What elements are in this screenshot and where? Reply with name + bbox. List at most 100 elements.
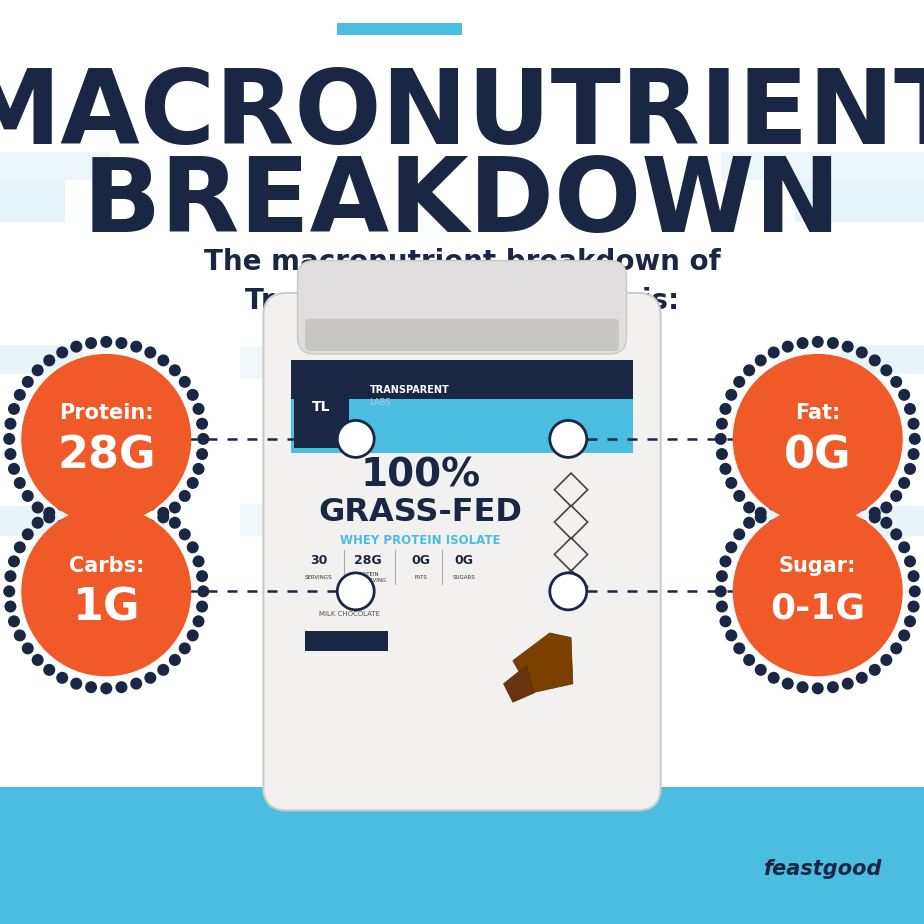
Circle shape [716, 418, 728, 430]
Circle shape [43, 355, 55, 367]
Circle shape [720, 403, 732, 415]
Circle shape [178, 529, 190, 541]
Circle shape [196, 448, 208, 460]
Circle shape [169, 517, 181, 529]
FancyBboxPatch shape [298, 261, 626, 354]
Circle shape [192, 463, 204, 475]
Circle shape [768, 346, 780, 359]
Circle shape [157, 663, 169, 675]
Text: 30: 30 [310, 554, 327, 567]
Circle shape [196, 601, 208, 613]
Circle shape [782, 525, 794, 537]
Circle shape [5, 570, 17, 582]
Circle shape [187, 629, 199, 641]
FancyBboxPatch shape [337, 23, 462, 35]
Circle shape [4, 432, 16, 444]
Circle shape [890, 376, 902, 388]
Circle shape [907, 601, 919, 613]
Circle shape [116, 490, 128, 502]
FancyBboxPatch shape [294, 365, 349, 448]
Circle shape [733, 506, 903, 676]
Circle shape [881, 502, 893, 514]
Circle shape [85, 529, 97, 541]
Circle shape [796, 490, 808, 502]
Circle shape [898, 477, 910, 489]
Circle shape [827, 490, 839, 502]
Circle shape [907, 570, 919, 582]
Circle shape [827, 681, 839, 693]
Circle shape [733, 354, 903, 524]
Circle shape [8, 403, 20, 415]
FancyBboxPatch shape [0, 345, 83, 374]
Text: 0G: 0G [455, 554, 473, 567]
Circle shape [796, 681, 808, 693]
Circle shape [43, 507, 55, 519]
Circle shape [31, 654, 43, 666]
FancyBboxPatch shape [305, 319, 619, 351]
Circle shape [169, 364, 181, 376]
Circle shape [869, 511, 881, 523]
Text: TL: TL [312, 399, 331, 414]
Circle shape [856, 672, 868, 684]
Circle shape [743, 364, 755, 376]
Text: BREAKDOWN: BREAKDOWN [83, 152, 841, 254]
Circle shape [22, 529, 34, 541]
Circle shape [5, 601, 17, 613]
Circle shape [144, 346, 156, 359]
Circle shape [4, 586, 16, 597]
Circle shape [720, 555, 732, 567]
Text: TRANSPARENT: TRANSPARENT [370, 385, 449, 395]
Circle shape [904, 555, 916, 567]
Text: Fat:: Fat: [795, 404, 841, 423]
Circle shape [157, 355, 169, 367]
Circle shape [720, 463, 732, 475]
Circle shape [43, 511, 55, 523]
Circle shape [842, 341, 854, 353]
Circle shape [130, 677, 142, 689]
Circle shape [21, 506, 191, 676]
Circle shape [187, 477, 199, 489]
Text: GRASS-FED: GRASS-FED [319, 497, 522, 529]
Circle shape [85, 490, 97, 502]
Circle shape [725, 541, 737, 553]
Circle shape [907, 448, 919, 460]
Text: 1G: 1G [72, 587, 140, 630]
FancyBboxPatch shape [240, 504, 388, 536]
FancyBboxPatch shape [0, 152, 111, 180]
Text: Carbs:: Carbs: [68, 556, 144, 576]
Circle shape [337, 420, 374, 457]
Circle shape [144, 672, 156, 684]
Text: Sugar:: Sugar: [779, 556, 857, 576]
Circle shape [720, 615, 732, 627]
Circle shape [5, 418, 17, 430]
Text: MACRONUTRIENT: MACRONUTRIENT [0, 65, 924, 166]
Circle shape [904, 463, 916, 475]
Circle shape [782, 493, 794, 505]
Circle shape [550, 573, 587, 610]
Circle shape [811, 489, 824, 501]
Circle shape [100, 336, 113, 347]
Circle shape [144, 519, 156, 531]
Circle shape [796, 529, 808, 541]
Circle shape [116, 681, 128, 693]
Text: 28G: 28G [354, 554, 382, 567]
Circle shape [14, 477, 26, 489]
Circle shape [725, 477, 737, 489]
Circle shape [130, 525, 142, 537]
Text: FATS: FATS [415, 575, 428, 580]
Circle shape [56, 499, 68, 511]
Text: PROTEIN
PER SERVING: PROTEIN PER SERVING [349, 573, 386, 582]
Circle shape [14, 541, 26, 553]
Circle shape [827, 529, 839, 541]
Text: 0G: 0G [784, 434, 852, 478]
Circle shape [56, 519, 68, 531]
Circle shape [85, 681, 97, 693]
Circle shape [192, 555, 204, 567]
Circle shape [100, 530, 113, 541]
Circle shape [187, 541, 199, 553]
Circle shape [169, 654, 181, 666]
Text: 100%: 100% [360, 456, 480, 495]
Circle shape [187, 389, 199, 401]
Circle shape [904, 403, 916, 415]
Circle shape [130, 341, 142, 353]
